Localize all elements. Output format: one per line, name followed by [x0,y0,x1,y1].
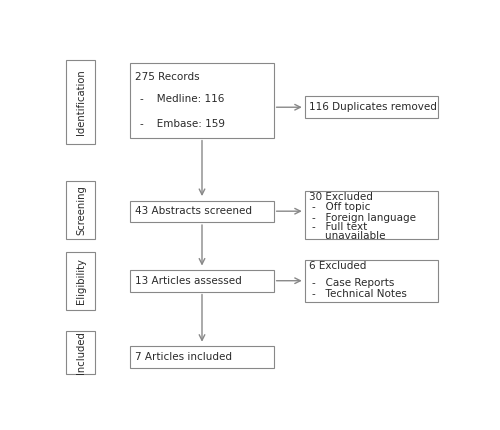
FancyBboxPatch shape [304,260,438,301]
Text: 116 Duplicates removed: 116 Duplicates removed [310,102,437,112]
FancyBboxPatch shape [130,200,274,222]
FancyBboxPatch shape [66,332,96,375]
FancyBboxPatch shape [66,181,96,239]
Text: 30 Excluded: 30 Excluded [310,192,373,202]
Text: -   Technical Notes: - Technical Notes [312,289,406,299]
Text: Included: Included [76,332,86,375]
Text: 275 Records: 275 Records [135,72,200,82]
FancyBboxPatch shape [130,63,274,138]
Text: -   Full text: - Full text [312,222,367,232]
Text: 7 Articles included: 7 Articles included [135,352,232,362]
Text: -   Case Reports: - Case Reports [312,278,394,288]
FancyBboxPatch shape [130,346,274,368]
Text: 43 Abstracts screened: 43 Abstracts screened [135,206,252,216]
Text: unavailable: unavailable [312,231,385,241]
Text: 6 Excluded: 6 Excluded [310,261,366,270]
Text: Identification: Identification [76,69,86,135]
FancyBboxPatch shape [130,270,274,292]
Text: Screening: Screening [76,185,86,235]
Text: Eligibility: Eligibility [76,258,86,304]
Text: 13 Articles assessed: 13 Articles assessed [135,276,242,286]
Text: -   Off topic: - Off topic [312,203,370,212]
Text: -    Medline: 116: - Medline: 116 [140,94,224,104]
FancyBboxPatch shape [304,190,438,239]
Text: -   Foreign language: - Foreign language [312,212,416,223]
FancyBboxPatch shape [304,96,438,118]
FancyBboxPatch shape [66,252,96,310]
FancyBboxPatch shape [66,60,96,144]
Text: -    Embase: 159: - Embase: 159 [140,119,225,129]
